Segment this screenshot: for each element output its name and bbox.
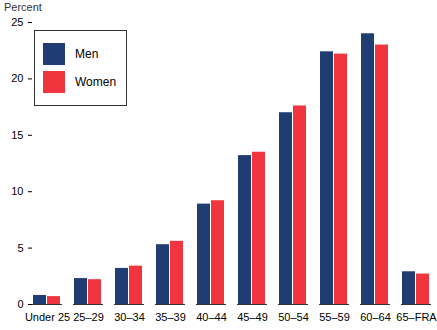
html-text:Percent: Percent: [4, 1, 42, 13]
svg-text:60–64: 60–64: [360, 311, 391, 323]
svg-text:15: 15: [11, 129, 23, 141]
svg-text:55–59: 55–59: [319, 311, 350, 323]
svg-text:25: 25: [11, 16, 23, 28]
html-text:Women: Women: [75, 75, 117, 89]
html-text:Men: Men: [75, 47, 99, 61]
svg-text:45–49: 45–49: [237, 311, 268, 323]
svg-text:40–44: 40–44: [196, 311, 227, 323]
svg-text:50–54: 50–54: [278, 311, 309, 323]
svg-text:10: 10: [11, 185, 23, 197]
svg-text:5: 5: [17, 242, 23, 254]
svg-text:20: 20: [11, 72, 23, 84]
svg-text:65–FRA: 65–FRA: [396, 311, 437, 323]
svg-text:Under 25: Under 25: [25, 311, 70, 323]
svg-text:35–39: 35–39: [155, 311, 186, 323]
svg-text:30–34: 30–34: [114, 311, 145, 323]
svg-text:0: 0: [17, 298, 23, 310]
svg-text:25–29: 25–29: [73, 311, 104, 323]
